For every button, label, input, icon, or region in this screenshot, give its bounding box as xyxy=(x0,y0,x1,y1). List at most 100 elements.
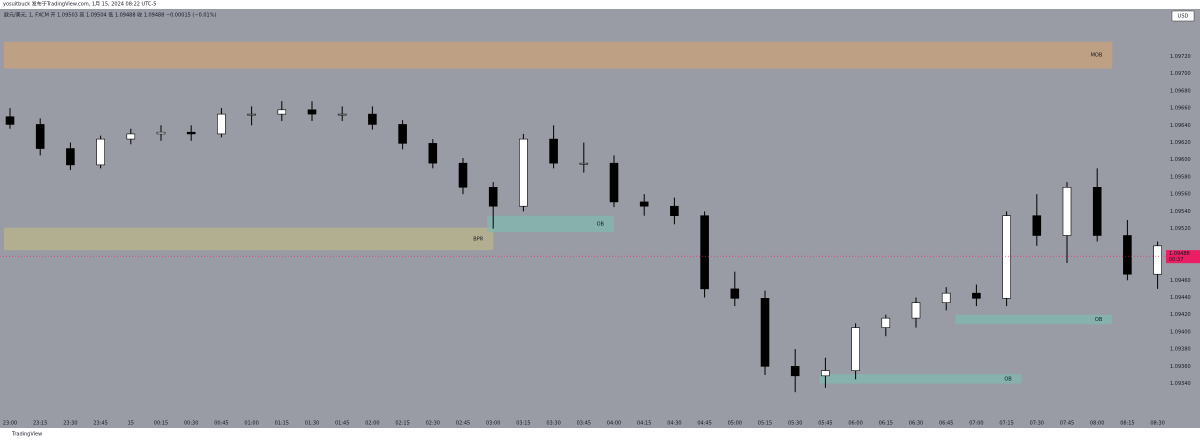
candle-body xyxy=(790,366,800,377)
zone xyxy=(4,227,494,251)
x-tick-label: 00:45 xyxy=(214,421,228,427)
y-tick-label: 1.09640 xyxy=(1170,123,1191,129)
x-tick-label: 04:30 xyxy=(667,421,681,427)
x-tick-label: 02:00 xyxy=(365,421,379,427)
last-price-tag xyxy=(1166,250,1200,264)
currency[interactable]: USD xyxy=(1178,14,1189,20)
y-tick-label: 1.09340 xyxy=(1170,381,1191,387)
candle-body xyxy=(730,288,740,299)
x-tick-label: 02:45 xyxy=(456,421,470,427)
x-tick-label: 01:15 xyxy=(275,421,289,427)
y-tick-label: 1.09620 xyxy=(1170,140,1191,146)
publisher: yosuitbuck 发布于TradingView.com, 1月 15, 20… xyxy=(3,1,156,8)
candle-body xyxy=(1153,245,1162,275)
candle-body xyxy=(851,327,860,371)
y-tick-label: 1.09540 xyxy=(1170,209,1191,215)
candle-body xyxy=(488,186,498,207)
y-tick-label: 1.09440 xyxy=(1170,295,1191,301)
candle-body xyxy=(398,124,407,144)
x-tick-label: 08:30 xyxy=(1150,421,1164,427)
x-tick-label: 04:00 xyxy=(607,421,621,427)
candle-body xyxy=(96,138,105,166)
time-axis xyxy=(0,418,1200,428)
candle-body xyxy=(972,292,981,299)
x-tick-label: 01:30 xyxy=(305,421,319,427)
candle-body xyxy=(941,292,951,303)
candle-body xyxy=(277,109,287,115)
y-tick-label: 1.09560 xyxy=(1170,192,1191,198)
candle-body xyxy=(5,116,15,125)
candle-body xyxy=(66,148,75,166)
candle-body xyxy=(609,162,619,203)
candle-body xyxy=(368,113,377,125)
y-tick-label: 1.09520 xyxy=(1170,226,1191,232)
x-tick-label: 23:30 xyxy=(63,421,77,427)
y-tick-label: 1.09700 xyxy=(1170,71,1191,77)
x-tick-label: 15 xyxy=(128,421,134,427)
candle-body xyxy=(670,205,679,216)
brand: TradingView xyxy=(11,432,42,438)
x-tick-label: 00:30 xyxy=(184,421,198,427)
x-tick-label: 07:00 xyxy=(969,421,983,427)
zone xyxy=(4,41,1113,69)
x-tick-label: 03:45 xyxy=(577,421,591,427)
x-tick-label: 23:15 xyxy=(33,421,47,427)
candle-body xyxy=(821,370,830,377)
candle-body xyxy=(639,201,649,207)
x-tick-label: 06:00 xyxy=(848,421,862,427)
x-tick-label: 07:45 xyxy=(1060,421,1074,427)
candle-body xyxy=(217,113,226,135)
x-tick-label: 01:00 xyxy=(244,421,258,427)
y-tick-label: 1.09380 xyxy=(1170,347,1191,353)
zone-label: OB xyxy=(597,221,605,227)
candle-body xyxy=(1092,186,1102,236)
candle-body xyxy=(337,113,347,116)
x-tick-label: 05:45 xyxy=(818,421,832,427)
candle-body xyxy=(186,131,196,135)
x-tick-label: 07:15 xyxy=(999,421,1013,427)
x-tick-label: 02:30 xyxy=(426,421,440,427)
chart-title: 欧元/美元, 1, FXCM 开 1.09503 高 1.09504 低 1.0… xyxy=(4,12,216,19)
candle-body xyxy=(156,131,166,135)
zone xyxy=(819,374,1022,384)
y-tick-label: 1.09360 xyxy=(1170,364,1191,370)
x-tick-label: 03:00 xyxy=(486,421,500,427)
y-tick-label: 1.09400 xyxy=(1170,329,1191,335)
x-tick-label: 07:30 xyxy=(1030,421,1044,427)
candle-body xyxy=(549,138,558,164)
y-tick-label: 1.09420 xyxy=(1170,312,1191,318)
x-tick-label: 05:30 xyxy=(788,421,802,427)
zone-label: BPR xyxy=(473,236,483,242)
x-tick-label: 05:00 xyxy=(728,421,742,427)
x-tick-label: 06:45 xyxy=(939,421,953,427)
candle-body xyxy=(1062,186,1072,236)
y-tick-label: 1.09580 xyxy=(1170,174,1191,180)
x-tick-label: 23:45 xyxy=(93,421,107,427)
x-tick-label: 05:15 xyxy=(758,421,772,427)
currency-box[interactable] xyxy=(1171,10,1195,22)
y-tick-label: 1.09660 xyxy=(1170,106,1191,112)
x-tick-label: 04:45 xyxy=(697,421,711,427)
candle-body xyxy=(1032,215,1042,236)
zone xyxy=(955,314,1113,325)
candle-body xyxy=(307,109,317,115)
y-tick-label: 1.09460 xyxy=(1170,278,1191,284)
x-tick-label: 01:45 xyxy=(335,421,349,427)
candle-body xyxy=(911,302,921,319)
candle-body xyxy=(35,124,45,149)
y-tick-label: 1.09720 xyxy=(1170,54,1191,60)
candle-body xyxy=(247,113,256,116)
countdown: 00:37 xyxy=(1169,257,1183,263)
last-price-label: 1.09488 xyxy=(1169,251,1190,257)
x-tick-label: 00:15 xyxy=(154,421,168,427)
y-tick-label: 1.09600 xyxy=(1170,157,1191,163)
x-tick-label: 04:15 xyxy=(637,421,651,427)
plot-background xyxy=(0,9,1166,418)
candle-body xyxy=(428,143,438,164)
x-tick-label: 08:00 xyxy=(1090,421,1104,427)
x-tick-label: 03:30 xyxy=(546,421,560,427)
candle-body xyxy=(700,215,709,290)
x-tick-label: 06:30 xyxy=(909,421,923,427)
